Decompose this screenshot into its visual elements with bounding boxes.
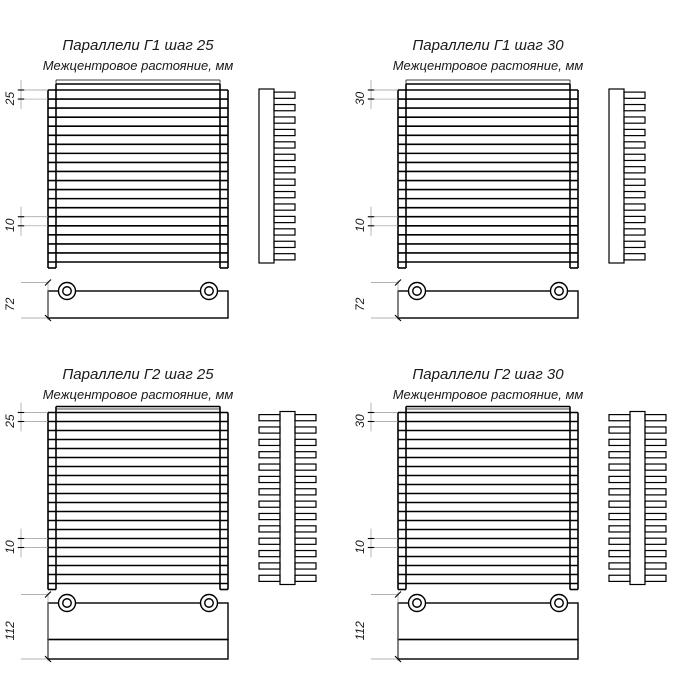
svg-text:Параллели Г2 шаг 30: Параллели Г2 шаг 30: [412, 366, 564, 383]
svg-text:10: 10: [3, 540, 17, 554]
svg-text:Межцентровое растояние, мм: Межцентровое растояние, мм: [393, 387, 584, 402]
svg-text:112: 112: [353, 621, 367, 640]
svg-text:Межцентровое растояние, мм: Межцентровое растояние, мм: [43, 387, 234, 402]
svg-text:25: 25: [3, 414, 17, 429]
svg-text:Параллели Г2 шаг 25: Параллели Г2 шаг 25: [62, 366, 214, 383]
svg-text:72: 72: [3, 297, 17, 311]
svg-text:10: 10: [353, 218, 367, 232]
svg-text:Параллели Г1 шаг 25: Параллели Г1 шаг 25: [62, 37, 214, 54]
svg-text:30: 30: [353, 414, 367, 428]
svg-text:Межцентровое растояние, мм: Межцентровое растояние, мм: [43, 58, 234, 73]
svg-text:10: 10: [353, 540, 367, 554]
svg-text:25: 25: [3, 92, 17, 107]
svg-text:72: 72: [353, 297, 367, 311]
svg-text:Межцентровое растояние, мм: Межцентровое растояние, мм: [393, 58, 584, 73]
svg-text:10: 10: [3, 218, 17, 232]
svg-text:30: 30: [353, 92, 367, 106]
svg-text:112: 112: [3, 621, 17, 640]
svg-text:Параллели Г1 шаг 30: Параллели Г1 шаг 30: [412, 37, 564, 54]
